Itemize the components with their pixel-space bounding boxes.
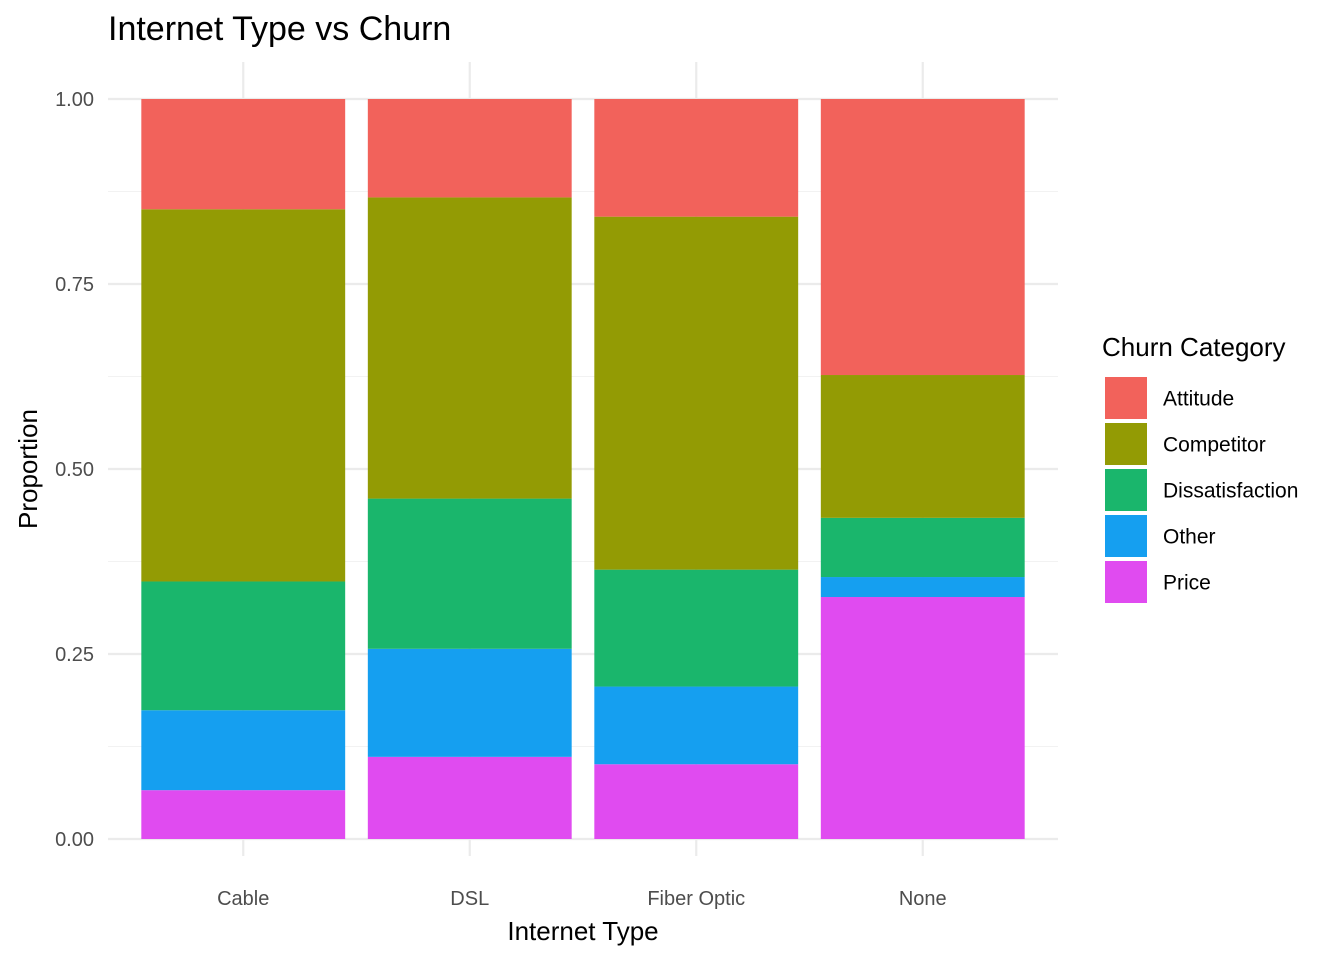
bar-segment-cable-attitude: [141, 99, 346, 210]
legend: Churn Category Attitude Competitor Dissati…: [1102, 332, 1298, 603]
x-tick-label: DSL: [450, 888, 489, 910]
legend-label-other: Other: [1163, 526, 1216, 549]
y-tick-label: 0.50: [55, 459, 94, 481]
x-tick-label: Cable: [217, 888, 269, 910]
bar-segment-fiber-optic-dissatisfaction: [594, 569, 799, 687]
bar-segment-none-price: [820, 597, 1025, 839]
legend-label-dissatisfaction: Dissatisfaction: [1163, 480, 1298, 503]
legend-label-attitude: Attitude: [1163, 388, 1234, 411]
y-tick-label: 0.00: [55, 829, 94, 851]
bar-segment-fiber-optic-other: [594, 686, 799, 765]
bar-segment-fiber-optic-attitude: [594, 99, 799, 217]
bar-segment-fiber-optic-competitor: [594, 216, 799, 570]
bar-segment-none-attitude: [820, 99, 1025, 376]
legend-label-competitor: Competitor: [1163, 434, 1266, 457]
bar-segment-cable-competitor: [141, 209, 346, 582]
bar-segment-cable-other: [141, 710, 346, 791]
legend-key-price: [1105, 561, 1147, 603]
bar-segment-dsl-other: [367, 648, 572, 757]
x-tick-label: None: [899, 888, 947, 910]
chart-title: Internet Type vs Churn: [108, 10, 451, 48]
bar-segment-dsl-dissatisfaction: [367, 498, 572, 649]
y-tick-label: 0.75: [55, 274, 94, 296]
bar-segment-none-other: [820, 577, 1025, 598]
legend-key-competitor: [1105, 423, 1147, 465]
bar-segment-dsl-price: [367, 756, 572, 839]
y-tick-label: 0.25: [55, 644, 94, 666]
legend-title: Churn Category: [1102, 332, 1286, 362]
legend-key-other: [1105, 515, 1147, 557]
x-axis-title: Internet Type: [507, 916, 658, 946]
y-tick-label: 1.00: [55, 89, 94, 111]
bar-segment-none-dissatisfaction: [820, 517, 1025, 578]
bar-segment-fiber-optic-price: [594, 764, 799, 839]
bar-segment-none-competitor: [820, 375, 1025, 518]
y-axis-ticks: 0.00 0.25 0.50 0.75 1.00: [55, 89, 94, 851]
bar-segment-cable-price: [141, 790, 346, 839]
legend-key-attitude: [1105, 377, 1147, 419]
bar-segment-dsl-competitor: [367, 197, 572, 499]
bars: [141, 99, 1025, 839]
legend-key-dissatisfaction: [1105, 469, 1147, 511]
x-axis-ticks: Cable DSL Fiber Optic None: [217, 888, 947, 910]
y-axis-title: Proportion: [13, 409, 43, 529]
x-tick-label: Fiber Optic: [647, 888, 745, 910]
bar-segment-dsl-attitude: [367, 99, 572, 198]
bar-segment-cable-dissatisfaction: [141, 581, 346, 711]
legend-label-price: Price: [1163, 572, 1211, 595]
